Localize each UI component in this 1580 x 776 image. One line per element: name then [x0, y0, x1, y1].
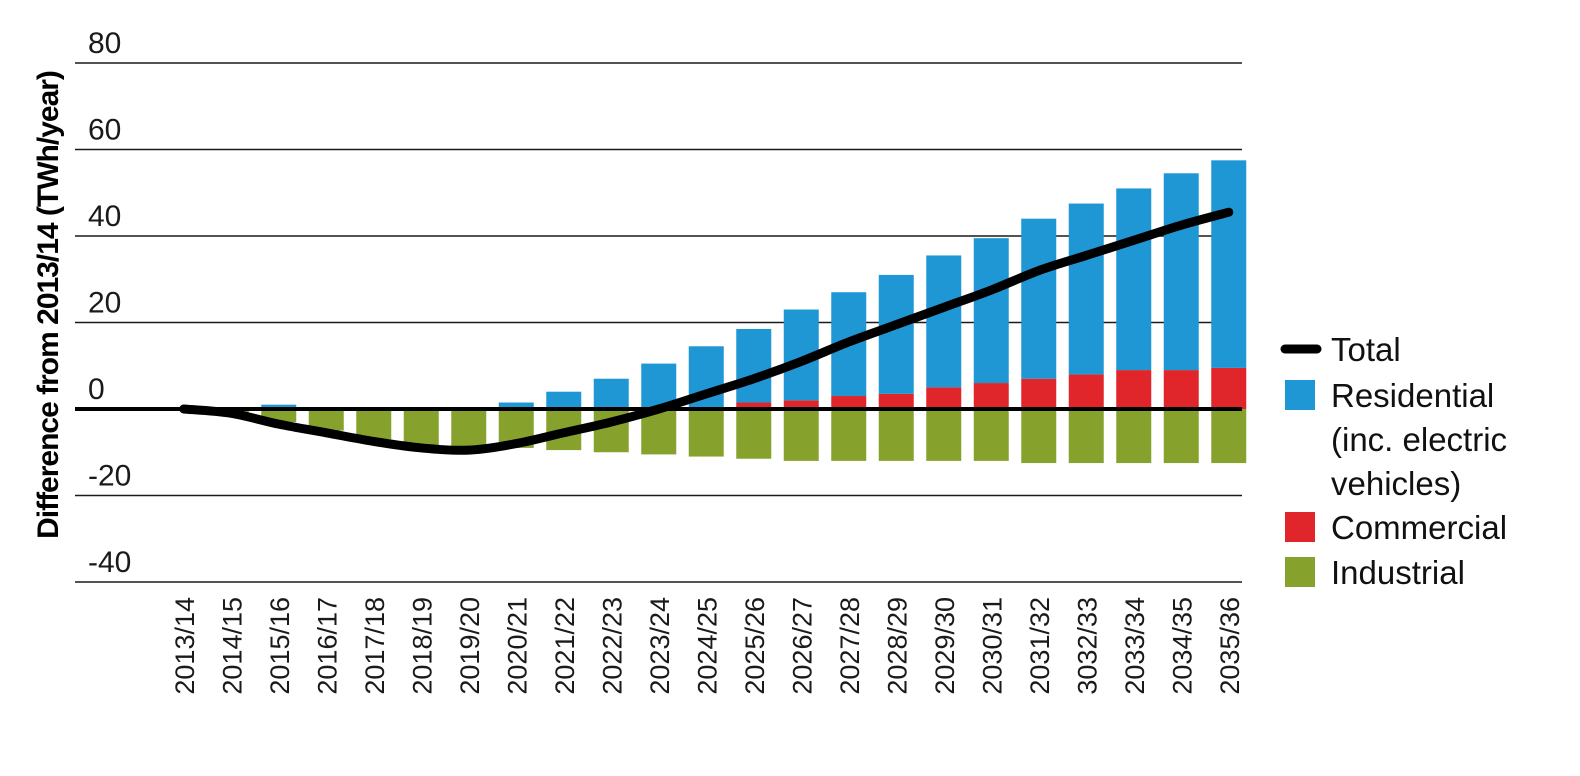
bar-residential-21	[1163, 173, 1199, 371]
bar-residential-8	[546, 391, 582, 409]
y-axis-label: Difference from 2013/14 (TWh/year)	[32, 71, 65, 539]
total-line	[179, 207, 1234, 455]
grid-lines	[75, 62, 1242, 583]
x-tick-label: 2035/36	[1215, 597, 1245, 695]
bar-industrial-19	[1068, 409, 1104, 464]
legend-residential-label: Residential (inc. electric vehicles)	[1331, 377, 1507, 502]
x-tick-label: 2034/35	[1167, 597, 1197, 695]
bar-commercial-17	[973, 383, 1009, 409]
bar-residential-9	[593, 378, 629, 409]
total-series	[179, 207, 1234, 455]
bar-industrial-17	[973, 409, 1009, 461]
x-tick-label: 2025/26	[740, 597, 770, 695]
x-tick-label: 2026/27	[787, 597, 817, 695]
bar-industrial-21	[1163, 409, 1199, 464]
legend-industrial-label: Industrial	[1331, 554, 1465, 591]
bar-residential-2	[261, 404, 297, 409]
x-tick-label: 2016/17	[312, 597, 342, 695]
bar-residential-15	[878, 274, 914, 394]
bar-commercial-19	[1068, 374, 1104, 409]
x-axis-ticks: 2013/14 2014/15 2015/16 2016/17 2017/18 2018/…	[170, 597, 1245, 695]
x-tick-label: 2013/14	[170, 597, 200, 695]
bar-industrial-5	[403, 409, 439, 448]
y-axis-ticks: 80 60 40 20 0 -20 -40	[88, 27, 131, 579]
bar-commercial-20	[1116, 370, 1152, 409]
x-tick-label: 2015/16	[265, 597, 295, 695]
bar-commercial-21	[1163, 370, 1199, 409]
y-tick-label: 0	[88, 373, 105, 406]
bar-commercial-13	[783, 400, 819, 409]
bar-residential-12	[736, 328, 772, 403]
bar-commercial-14	[831, 396, 867, 409]
bar-residential-16	[926, 255, 962, 388]
x-tick-label: 2017/18	[360, 597, 390, 695]
bar-industrial-16	[926, 409, 962, 461]
x-tick-label: 2021/22	[550, 597, 580, 695]
bar-industrial-20	[1116, 409, 1152, 464]
bar-residential-20	[1116, 188, 1152, 371]
bar-industrial-11	[688, 409, 724, 457]
legend-commercial-label: Commercial	[1331, 509, 1507, 546]
y-tick-label: 40	[88, 200, 121, 233]
legend-industrial-swatch	[1285, 557, 1315, 587]
x-tick-label: 3032/33	[1072, 597, 1102, 695]
x-tick-label: 2019/20	[455, 597, 485, 695]
x-tick-label: 2014/15	[217, 597, 247, 695]
x-tick-label: 2029/30	[930, 597, 960, 695]
x-tick-label: 2020/21	[502, 597, 532, 695]
y-tick-label: 60	[88, 114, 121, 147]
bar-industrial-18	[1021, 409, 1057, 464]
bar-industrial-14	[831, 409, 867, 461]
y-tick-label: 20	[88, 287, 121, 320]
legend-total-label: Total	[1331, 331, 1401, 368]
legend-commercial-swatch	[1285, 512, 1315, 542]
bar-commercial-22	[1211, 367, 1247, 409]
bar-commercial-12	[736, 402, 772, 409]
x-tick-label: 2033/34	[1120, 597, 1150, 695]
x-tick-label: 2023/24	[645, 597, 675, 695]
bar-residential-19	[1068, 203, 1104, 375]
y-tick-label: -40	[88, 546, 131, 579]
x-tick-label: 2027/28	[835, 597, 865, 695]
bar-industrial-13	[783, 409, 819, 461]
x-tick-label: 2022/23	[597, 597, 627, 695]
bars	[213, 160, 1247, 464]
bar-industrial-15	[878, 409, 914, 461]
bar-residential-18	[1021, 218, 1057, 379]
bar-residential-22	[1211, 160, 1247, 368]
x-tick-label: 2018/19	[407, 597, 437, 695]
bar-industrial-6	[451, 409, 487, 451]
bar-residential-7	[498, 402, 534, 409]
bar-industrial-12	[736, 409, 772, 459]
bar-commercial-15	[878, 393, 914, 409]
bar-industrial-22	[1211, 409, 1247, 464]
y-tick-label: 80	[88, 27, 121, 60]
x-tick-label: 2031/32	[1025, 597, 1055, 695]
bar-industrial-3	[308, 409, 344, 431]
y-tick-label: -20	[88, 460, 131, 493]
bar-commercial-16	[926, 387, 962, 409]
legend-residential-swatch	[1285, 380, 1315, 410]
x-tick-label: 2024/25	[692, 597, 722, 695]
x-tick-label: 2030/31	[977, 597, 1007, 695]
x-tick-label: 2028/29	[882, 597, 912, 695]
bar-commercial-18	[1021, 378, 1057, 409]
bar-industrial-4	[356, 409, 392, 440]
legend: Total Residential (inc. electric vehicles) C…	[1280, 331, 1507, 591]
bar-residential-17	[973, 238, 1009, 384]
